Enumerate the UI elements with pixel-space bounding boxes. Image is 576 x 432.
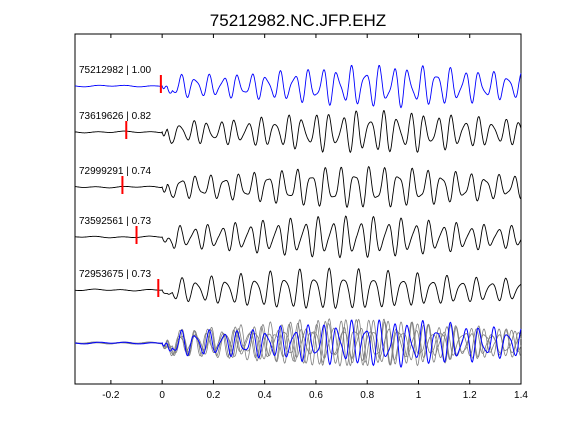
trace-line-4 (74, 267, 522, 309)
trace-line-0 (75, 64, 522, 109)
traces-layer (74, 64, 522, 309)
trace-line-1 (74, 110, 522, 154)
x-tick-label-6: 1 (416, 390, 422, 401)
stack-line-4 (75, 319, 522, 368)
plot-area (74, 33, 522, 385)
trace-labels-layer: 75212982 | 1.00 73619626 | 0.82 72999291 |… (79, 65, 152, 280)
picks-layer (121, 75, 162, 297)
stack-layer (74, 318, 522, 368)
x-tick-label-2: 0.2 (206, 390, 220, 401)
x-axis: -0.2 0 0.2 0.4 0.6 0.8 1 1.2 1.4 (102, 34, 528, 401)
x-tick-label-8: 1.4 (514, 390, 528, 401)
trace-label-0: 75212982 | 1.00 (79, 65, 152, 76)
trace-line-3 (74, 215, 522, 259)
trace-label-1: 73619626 | 0.82 (79, 111, 152, 122)
x-tick-label-0: -0.2 (102, 390, 120, 401)
x-tick-label-1: 0 (159, 390, 165, 401)
x-tick-label-4: 0.6 (309, 390, 323, 401)
trace-label-4: 72953675 | 0.73 (79, 269, 152, 280)
x-tick-label-3: 0.4 (258, 390, 272, 401)
chart-title: 75212982.NC.JFP.EHZ (210, 11, 386, 30)
trace-line-2 (74, 165, 522, 208)
x-tick-label-7: 1.2 (463, 390, 477, 401)
trace-label-2: 72999291 | 0.74 (79, 166, 152, 177)
trace-label-3: 73592561 | 0.73 (79, 216, 152, 227)
x-tick-label-5: 0.8 (360, 390, 374, 401)
